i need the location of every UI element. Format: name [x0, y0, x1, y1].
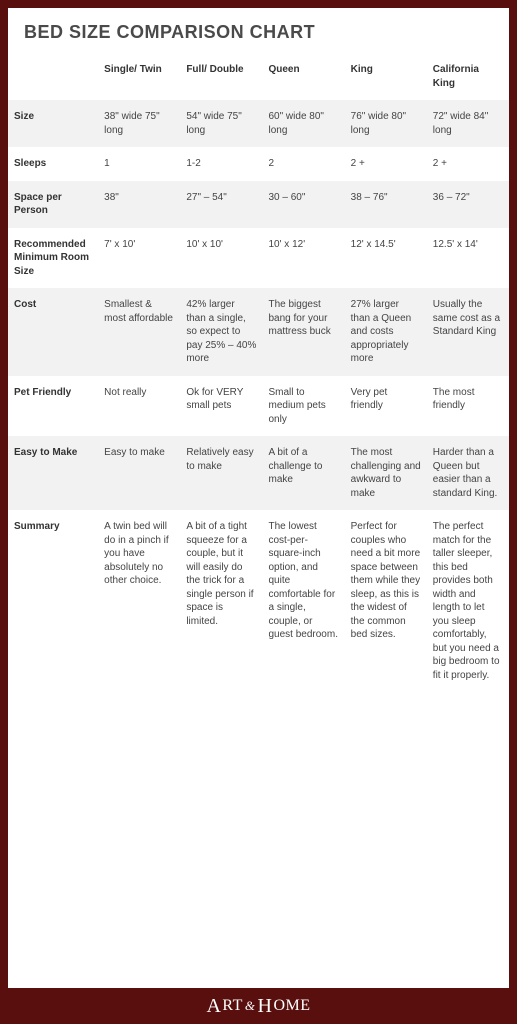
logo: ART&HOME — [206, 995, 310, 1018]
table-cell: Very pet friendly — [345, 376, 427, 437]
row-label: Easy to Make — [8, 436, 98, 510]
table-cell: 42% larger than a single, so expect to p… — [180, 288, 262, 376]
row-label: Sleeps — [8, 147, 98, 181]
table-cell: The lowest cost-per-square-inch option, … — [262, 510, 344, 692]
footer: ART&HOME — [8, 988, 509, 1024]
table-cell: 2 + — [345, 147, 427, 181]
header-col: King — [345, 53, 427, 100]
header-blank — [8, 53, 98, 100]
table-cell: A bit of a challenge to make — [262, 436, 344, 510]
header-col: Queen — [262, 53, 344, 100]
table-cell: Harder than a Queen but easier than a st… — [427, 436, 509, 510]
table-cell: A twin bed will do in a pinch if you hav… — [98, 510, 180, 692]
table-cell: The most friendly — [427, 376, 509, 437]
table-cell: 10' x 10' — [180, 228, 262, 289]
page-title: BED SIZE COMPARISON CHART — [8, 8, 509, 53]
logo-art: RT — [222, 997, 242, 1015]
table-cell: 1 — [98, 147, 180, 181]
row-label: Recommended Minimum Room Size — [8, 228, 98, 289]
logo-home: OME — [273, 997, 310, 1015]
table-cell: 10' x 12' — [262, 228, 344, 289]
table-cell: Ok for VERY small pets — [180, 376, 262, 437]
row-label: Summary — [8, 510, 98, 692]
table-cell: 60" wide 80" long — [262, 100, 344, 147]
comparison-table: Single/ Twin Full/ Double Queen King Cal… — [8, 53, 509, 692]
table-cell: 27% larger than a Queen and costs approp… — [345, 288, 427, 376]
table-cell: 30 – 60" — [262, 181, 344, 228]
table-cell: 36 – 72" — [427, 181, 509, 228]
row-label: Pet Friendly — [8, 376, 98, 437]
table-row: Sleeps11-222 +2 + — [8, 147, 509, 181]
row-label: Size — [8, 100, 98, 147]
table-row: Size38" wide 75" long54" wide 75" long60… — [8, 100, 509, 147]
table-cell: Relatively easy to make — [180, 436, 262, 510]
table-row: Space per Person38"27" – 54"30 – 60"38 –… — [8, 181, 509, 228]
table-cell: 38" wide 75" long — [98, 100, 180, 147]
chart-card: BED SIZE COMPARISON CHART Single/ Twin F… — [8, 8, 509, 988]
table-cell: 1-2 — [180, 147, 262, 181]
header-col: Full/ Double — [180, 53, 262, 100]
table-cell: 12.5' x 14' — [427, 228, 509, 289]
table-cell: 2 + — [427, 147, 509, 181]
table-header-row: Single/ Twin Full/ Double Queen King Cal… — [8, 53, 509, 100]
table-cell: Smallest & most affordable — [98, 288, 180, 376]
table-cell: 54" wide 75" long — [180, 100, 262, 147]
logo-letter: H — [258, 995, 273, 1018]
table-cell: 38 – 76" — [345, 181, 427, 228]
table-cell: 2 — [262, 147, 344, 181]
table-cell: A bit of a tight squeeze for a couple, b… — [180, 510, 262, 692]
table-cell: 38" — [98, 181, 180, 228]
table-row: Easy to MakeEasy to makeRelatively easy … — [8, 436, 509, 510]
table-cell: Easy to make — [98, 436, 180, 510]
table-cell: Small to medium pets only — [262, 376, 344, 437]
table-row: Recommended Minimum Room Size7' x 10'10'… — [8, 228, 509, 289]
row-label: Space per Person — [8, 181, 98, 228]
table-cell: Usually the same cost as a Standard King — [427, 288, 509, 376]
table-cell: Not really — [98, 376, 180, 437]
logo-amp: & — [245, 998, 256, 1014]
table-cell: 76" wide 80" long — [345, 100, 427, 147]
table-cell: The most challenging and awkward to make — [345, 436, 427, 510]
table-row: CostSmallest & most affordable42% larger… — [8, 288, 509, 376]
header-col: Single/ Twin — [98, 53, 180, 100]
table-cell: 12' x 14.5' — [345, 228, 427, 289]
table-cell: Perfect for couples who need a bit more … — [345, 510, 427, 692]
table-row: SummaryA twin bed will do in a pinch if … — [8, 510, 509, 692]
table-cell: 7' x 10' — [98, 228, 180, 289]
table-cell: 72" wide 84" long — [427, 100, 509, 147]
table-row: Pet FriendlyNot reallyOk for VERY small … — [8, 376, 509, 437]
table-cell: 27" – 54" — [180, 181, 262, 228]
row-label: Cost — [8, 288, 98, 376]
logo-letter: A — [206, 995, 221, 1018]
header-col: California King — [427, 53, 509, 100]
table-cell: The perfect match for the taller sleeper… — [427, 510, 509, 692]
table-cell: The biggest bang for your mattress buck — [262, 288, 344, 376]
